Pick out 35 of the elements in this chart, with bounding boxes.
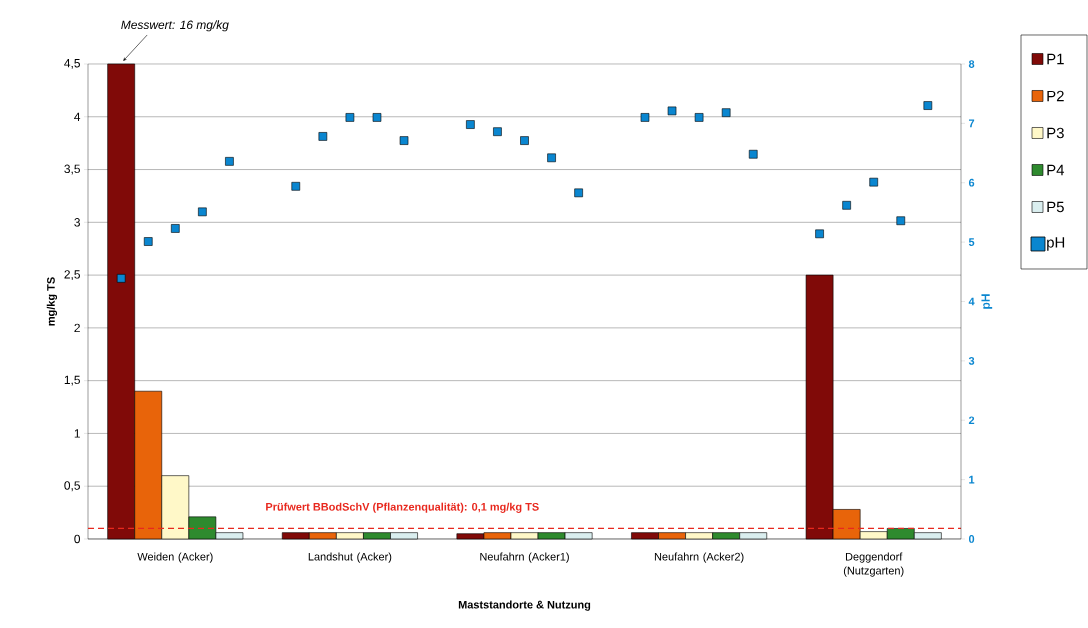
legend-label: pH: [1047, 237, 1065, 251]
y2-tick-label: 7: [968, 119, 975, 128]
x-tick-label: Neufahrn (Acker2): [654, 552, 744, 563]
y-tick-label: 3,5: [64, 164, 80, 175]
legend-label: P4: [1047, 164, 1065, 176]
x-tick-label: Weiden (Acker): [137, 552, 213, 563]
y-axis-title: mg/kg TS: [46, 277, 58, 326]
legend-label: P3: [1047, 127, 1064, 139]
x-tick-label: Landshut (Acker): [308, 552, 392, 563]
y-tick-label: 4: [74, 112, 81, 121]
y-tick-label: 1,5: [64, 375, 80, 386]
y-tick-label: 1: [74, 429, 80, 438]
y2-tick-label: 0: [968, 535, 975, 543]
x-tick-label: Deggendorf (Nutzgarten): [843, 552, 904, 577]
legend-label: P1: [1047, 53, 1064, 65]
x-tick-label: Neufahrn (Acker1): [480, 552, 569, 563]
y-tick-label: 2,5: [64, 270, 80, 281]
legend-label: P5: [1047, 201, 1064, 213]
y2-tick-label: 1: [969, 475, 975, 484]
legend-label: P2: [1047, 90, 1064, 102]
y2-tick-label: 8: [968, 60, 975, 68]
y-tick-label: 2: [74, 323, 80, 333]
x-axis-title: Maststandorte & Nutzung: [458, 600, 591, 611]
y-tick-label: 0,5: [64, 481, 80, 492]
y-tick-label: 4,5: [64, 59, 80, 69]
y2-tick-label: 2: [968, 416, 975, 425]
ref-line-label: Prüfwert BBodSchV (Pflanzenqualität): 0,1 mg/kg TS: [266, 502, 539, 513]
y-tick-label: 0: [74, 534, 81, 544]
y2-tick-label: 6: [968, 178, 975, 187]
y2-axis-title: pH: [981, 294, 993, 309]
y2-tick-label: 5: [968, 238, 975, 246]
text: Messwert: 16 mg/kg: [121, 20, 229, 32]
y-tick-label: 3: [74, 218, 80, 227]
y2-tick-label: 4: [968, 297, 975, 306]
y2-tick-label: 3: [968, 356, 975, 365]
